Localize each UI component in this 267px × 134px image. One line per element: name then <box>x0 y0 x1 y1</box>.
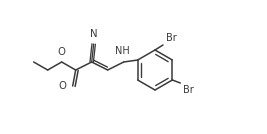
Text: Br: Br <box>166 33 177 43</box>
Text: Br: Br <box>183 85 194 95</box>
Text: O: O <box>58 47 66 57</box>
Text: NH: NH <box>115 46 130 57</box>
Text: N: N <box>90 29 97 39</box>
Text: O: O <box>59 81 67 91</box>
